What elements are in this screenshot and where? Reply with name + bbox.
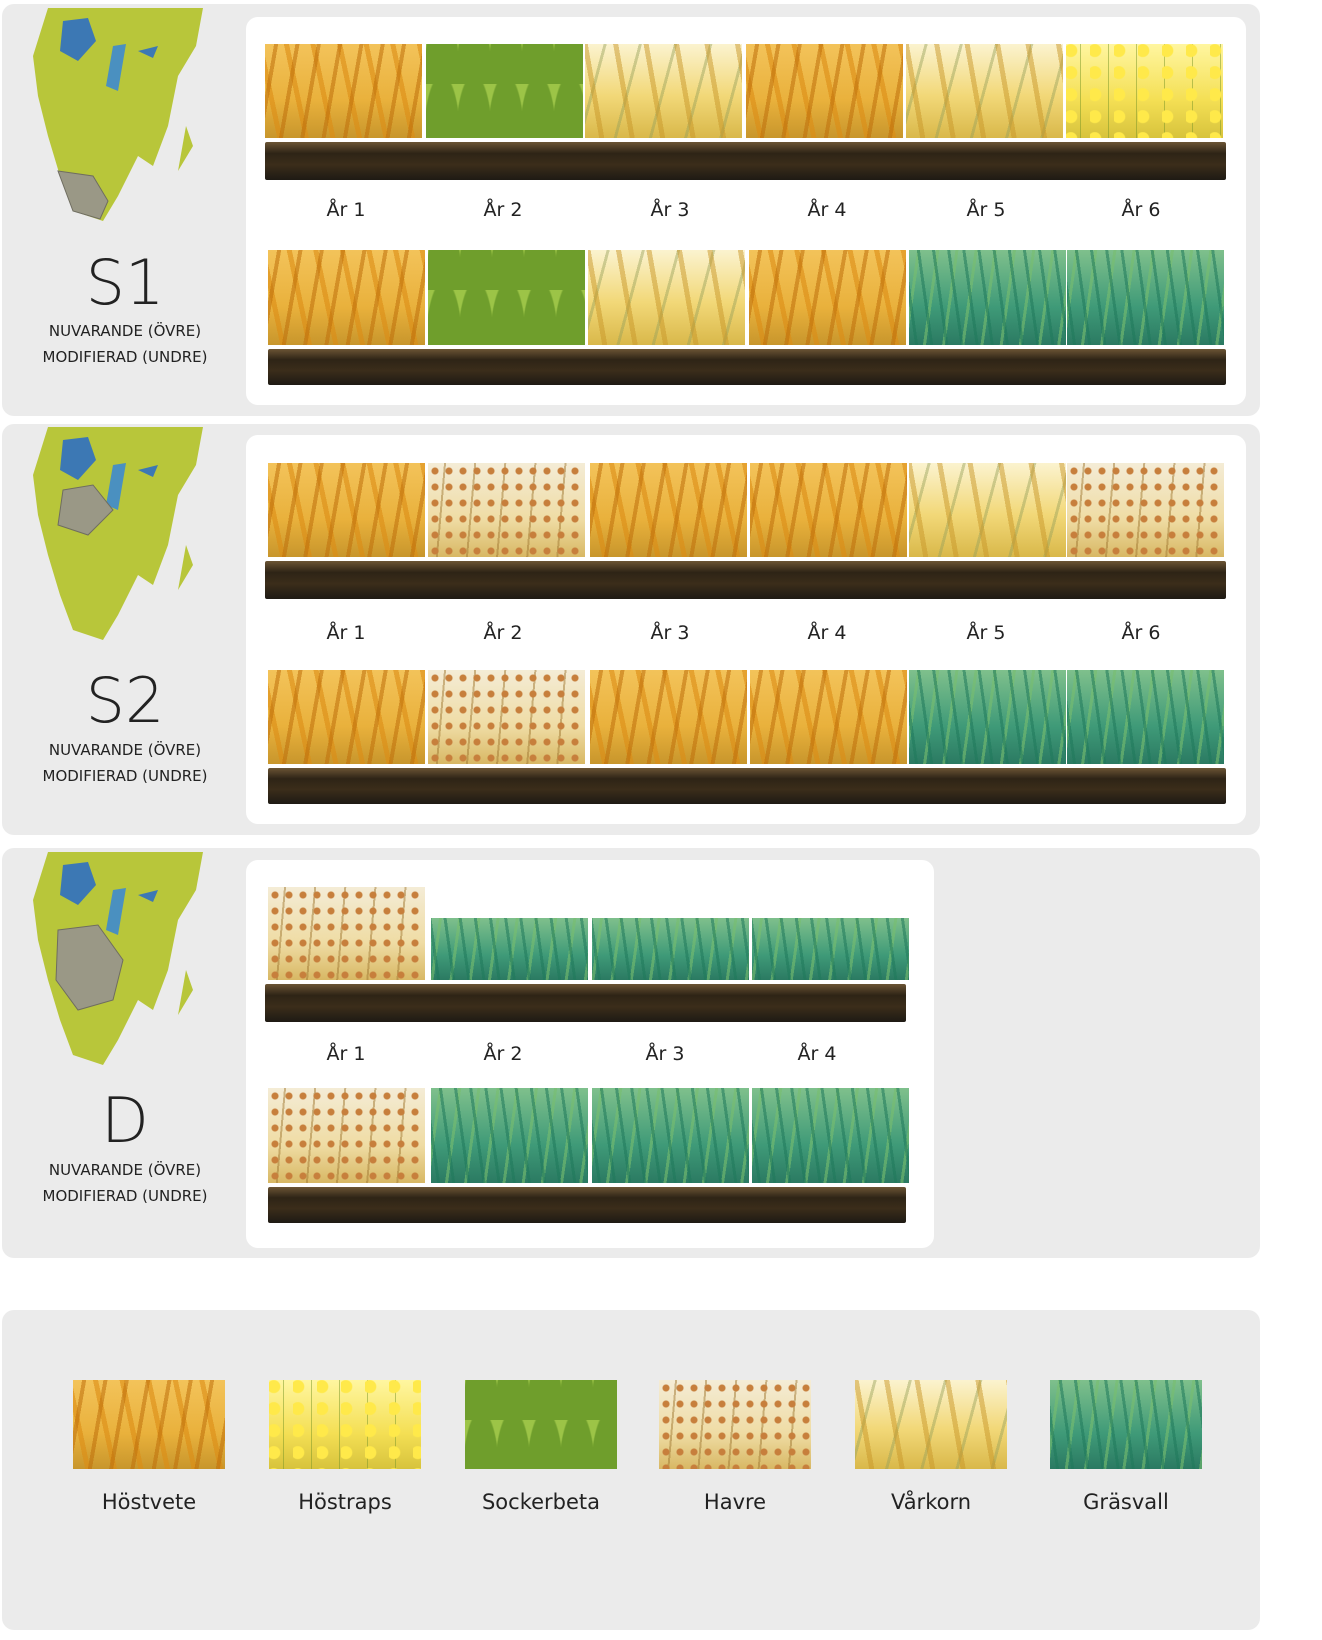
map — [33, 427, 203, 640]
year-label: År 6 — [1121, 622, 1161, 644]
year-label: År 2 — [483, 199, 523, 221]
map — [33, 852, 203, 1065]
crop-image — [590, 670, 747, 764]
year-label: År 5 — [966, 622, 1006, 644]
crop-image — [268, 670, 425, 764]
crop-image — [592, 918, 749, 980]
year-label: År 5 — [966, 199, 1006, 221]
crop-image — [750, 670, 907, 764]
crop-image — [909, 250, 1066, 345]
coast — [178, 545, 193, 590]
year-label: År 2 — [483, 1043, 523, 1065]
crop-image — [752, 918, 909, 980]
legend-image — [73, 1380, 225, 1469]
current-label: NUVARANDE (ÖVRE) — [48, 1161, 202, 1179]
legend-image — [269, 1380, 421, 1469]
section-label: D — [101, 1084, 149, 1157]
section-label: S1 — [85, 246, 165, 319]
crop-image — [752, 1088, 909, 1183]
lake — [138, 46, 158, 58]
lake — [138, 890, 158, 902]
region — [57, 484, 114, 536]
year-label: År 3 — [650, 622, 690, 644]
soil-strip — [265, 984, 906, 1022]
crop-image — [749, 250, 906, 345]
crop-image — [268, 250, 425, 345]
map — [33, 8, 203, 221]
legend-image — [855, 1380, 1007, 1469]
modified-label: MODIFIERAD (UNDRE) — [42, 348, 208, 366]
crop-image — [750, 463, 907, 557]
crop-image — [1067, 463, 1224, 557]
crop-image — [265, 44, 422, 138]
land — [33, 8, 203, 221]
lake — [106, 888, 126, 935]
crop-image — [909, 463, 1066, 557]
legend-label: Gräsvall — [1083, 1490, 1169, 1514]
legend-image — [465, 1380, 617, 1469]
crop-image — [431, 918, 588, 980]
lake — [106, 463, 126, 510]
legend-label: Sockerbeta — [481, 1490, 601, 1514]
region — [55, 924, 124, 1011]
lake — [138, 465, 158, 477]
lake — [60, 18, 96, 61]
current-label: NUVARANDE (ÖVRE) — [48, 741, 202, 759]
crop-image — [268, 887, 425, 980]
year-label: År 1 — [326, 199, 366, 221]
crop-image — [588, 250, 745, 345]
legend-image — [659, 1380, 811, 1469]
crop-image — [1067, 250, 1224, 345]
crop-image — [268, 1088, 425, 1183]
year-label: År 1 — [326, 622, 366, 644]
legend-label: Havre — [703, 1490, 767, 1514]
section-label: S2 — [85, 664, 165, 737]
year-label: År 6 — [1121, 199, 1161, 221]
legend-label: Höstraps — [298, 1490, 392, 1514]
crop-image — [268, 463, 425, 557]
legend-image — [1050, 1380, 1202, 1469]
legend-label: Vårkorn — [890, 1490, 972, 1514]
region — [57, 170, 109, 220]
land — [33, 427, 203, 640]
coast — [178, 126, 193, 171]
crop-image — [1067, 670, 1224, 764]
crop-image — [426, 44, 583, 138]
soil-strip — [268, 1187, 906, 1223]
coast — [178, 970, 193, 1015]
crop-image — [428, 463, 585, 557]
crop-image — [431, 1088, 588, 1183]
crop-image — [590, 463, 747, 557]
year-label: År 4 — [797, 1043, 837, 1065]
soil-strip — [268, 768, 1226, 804]
crop-image — [746, 44, 903, 138]
soil-strip — [265, 142, 1226, 180]
soil-strip — [265, 561, 1226, 599]
modified-label: MODIFIERAD (UNDRE) — [42, 767, 208, 785]
lake — [60, 437, 96, 480]
legend-panel — [2, 1310, 1260, 1630]
crop-image — [592, 1088, 749, 1183]
legend-label: Höstvete — [101, 1490, 197, 1514]
year-label: År 3 — [645, 1043, 685, 1065]
lake — [60, 862, 96, 905]
year-label: År 4 — [807, 622, 847, 644]
crop-image — [585, 44, 742, 138]
year-label: År 1 — [326, 1043, 366, 1065]
crop-image — [906, 44, 1063, 138]
soil-strip — [268, 349, 1226, 385]
crop-image — [909, 670, 1066, 764]
modified-label: MODIFIERAD (UNDRE) — [42, 1187, 208, 1205]
crop-image — [1066, 44, 1223, 138]
year-label: År 2 — [483, 622, 523, 644]
crop-image — [428, 250, 585, 345]
current-label: NUVARANDE (ÖVRE) — [48, 322, 202, 340]
year-label: År 3 — [650, 199, 690, 221]
crop-image — [428, 670, 585, 764]
year-label: År 4 — [807, 199, 847, 221]
lake — [106, 44, 126, 91]
